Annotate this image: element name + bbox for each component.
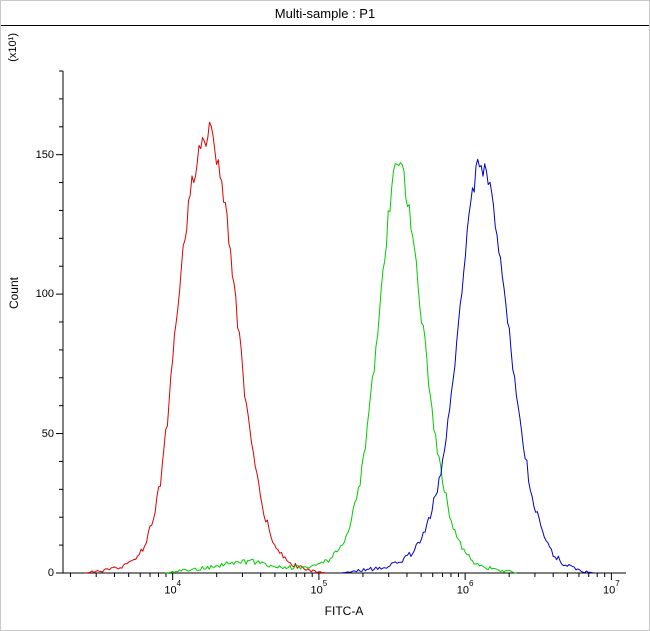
y-tick-label: 0 [47,567,54,579]
y-axis-multiplier: (x10¹) [7,33,19,62]
x-tick-label: 105 [310,579,328,597]
plot-title-bar: Multi-sample : P1 [1,1,649,26]
axes [62,71,626,574]
red-sample-curve [84,121,327,574]
y-tick-label: 100 [35,288,54,301]
y-tick-label: 150 [35,148,54,161]
plot-title: Multi-sample : P1 [274,5,376,21]
x-tick-label: 106 [456,579,474,597]
y-axis-title: Count [7,277,21,309]
x-tick-label: 107 [603,579,620,597]
green-sample-curve [165,162,517,574]
blue-sample-curve [340,158,594,574]
y-axis-multiplier-text: (x10¹) [7,33,19,62]
x-axis-title: FITC-A [324,604,364,618]
y-axis-title-text: Count [7,277,21,310]
y-tick-label: 50 [41,427,54,440]
x-tick-label: 104 [164,579,182,597]
